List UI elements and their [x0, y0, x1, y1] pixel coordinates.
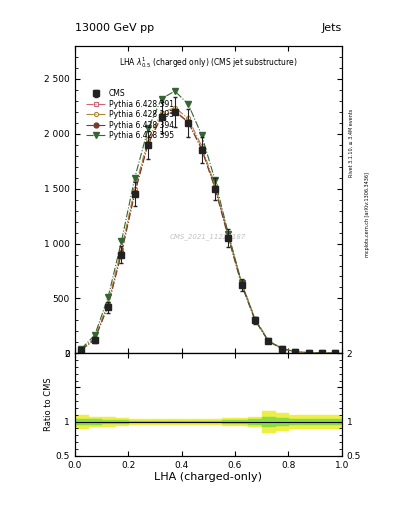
Pythia 6.428 393 [320, 350, 324, 356]
Pythia 6.428 395 [199, 132, 204, 138]
Pythia 6.428 394 [266, 338, 271, 344]
Pythia 6.428 393 [239, 280, 244, 286]
Pythia 6.428 393 [79, 346, 84, 352]
Y-axis label: Ratio to CMS: Ratio to CMS [44, 378, 53, 431]
Line: Pythia 6.428 391: Pythia 6.428 391 [79, 109, 337, 355]
Pythia 6.428 394 [333, 350, 338, 356]
Pythia 6.428 394 [239, 282, 244, 288]
Pythia 6.428 391 [146, 140, 151, 146]
Pythia 6.428 395 [333, 350, 338, 356]
Pythia 6.428 394 [226, 234, 231, 241]
Pythia 6.428 391 [306, 350, 311, 356]
Pythia 6.428 395 [239, 280, 244, 286]
Pythia 6.428 395 [279, 346, 284, 352]
Pythia 6.428 395 [293, 349, 298, 355]
Legend: CMS, Pythia 6.428 391, Pythia 6.428 393, Pythia 6.428 394, Pythia 6.428 395: CMS, Pythia 6.428 391, Pythia 6.428 393,… [84, 87, 176, 142]
Pythia 6.428 393 [199, 143, 204, 149]
Pythia 6.428 393 [159, 110, 164, 116]
Pythia 6.428 391 [173, 108, 177, 114]
Pythia 6.428 393 [333, 350, 338, 356]
Pythia 6.428 395 [159, 96, 164, 102]
Pythia 6.428 391 [199, 145, 204, 151]
Pythia 6.428 394 [92, 336, 97, 343]
Pythia 6.428 393 [106, 300, 110, 306]
Text: Rivet 3.1.10, ≥ 3.4M events: Rivet 3.1.10, ≥ 3.4M events [349, 109, 354, 178]
Pythia 6.428 395 [132, 175, 137, 181]
Pythia 6.428 391 [92, 336, 97, 342]
Pythia 6.428 391 [266, 338, 271, 344]
Pythia 6.428 395 [253, 317, 257, 323]
Pythia 6.428 394 [293, 349, 298, 355]
Pythia 6.428 394 [146, 141, 151, 147]
Pythia 6.428 394 [132, 190, 137, 196]
Pythia 6.428 391 [279, 346, 284, 352]
Pythia 6.428 393 [146, 136, 151, 142]
Pythia 6.428 391 [132, 189, 137, 195]
Pythia 6.428 395 [92, 332, 97, 338]
Pythia 6.428 394 [186, 119, 191, 125]
Pythia 6.428 393 [293, 349, 298, 355]
Pythia 6.428 393 [253, 315, 257, 322]
Pythia 6.428 394 [79, 347, 84, 353]
Pythia 6.428 394 [173, 109, 177, 115]
Pythia 6.428 395 [213, 177, 217, 183]
Pythia 6.428 394 [279, 346, 284, 352]
Pythia 6.428 394 [106, 303, 110, 309]
Text: CMS_2021_11220187: CMS_2021_11220187 [170, 233, 246, 240]
Pythia 6.428 393 [213, 182, 217, 188]
Pythia 6.428 393 [266, 337, 271, 344]
Pythia 6.428 393 [173, 104, 177, 111]
Text: Jets: Jets [321, 23, 342, 33]
X-axis label: LHA (charged-only): LHA (charged-only) [154, 472, 262, 482]
Pythia 6.428 393 [186, 115, 191, 121]
Pythia 6.428 395 [79, 346, 84, 352]
Text: LHA $\lambda^1_{0.5}$ (charged only) (CMS jet substructure): LHA $\lambda^1_{0.5}$ (charged only) (CM… [119, 55, 298, 70]
Pythia 6.428 393 [226, 232, 231, 238]
Pythia 6.428 394 [159, 114, 164, 120]
Pythia 6.428 394 [199, 146, 204, 152]
Pythia 6.428 395 [226, 230, 231, 237]
Line: Pythia 6.428 394: Pythia 6.428 394 [79, 109, 338, 356]
Text: mcplots.cern.ch [arXiv:1306.3436]: mcplots.cern.ch [arXiv:1306.3436] [365, 173, 370, 258]
Pythia 6.428 395 [306, 350, 311, 356]
Pythia 6.428 391 [293, 349, 298, 355]
Pythia 6.428 391 [226, 234, 231, 240]
Pythia 6.428 394 [306, 350, 311, 356]
Pythia 6.428 391 [186, 119, 191, 125]
Pythia 6.428 391 [320, 350, 324, 356]
Pythia 6.428 395 [320, 350, 324, 356]
Pythia 6.428 394 [320, 350, 324, 356]
Pythia 6.428 391 [79, 347, 84, 353]
Pythia 6.428 395 [119, 238, 124, 244]
Pythia 6.428 394 [253, 317, 257, 324]
Y-axis label: $\frac{1}{\mathrm{d}N}$ / $\mathrm{d}p_T$ $\mathrm{d}\lambda$: $\frac{1}{\mathrm{d}N}$ / $\mathrm{d}p_T… [0, 177, 2, 223]
Pythia 6.428 394 [119, 250, 124, 257]
Pythia 6.428 393 [132, 186, 137, 192]
Pythia 6.428 393 [306, 350, 311, 356]
Pythia 6.428 394 [213, 185, 217, 191]
Pythia 6.428 391 [159, 113, 164, 119]
Pythia 6.428 395 [106, 294, 110, 301]
Pythia 6.428 393 [92, 335, 97, 341]
Line: Pythia 6.428 393: Pythia 6.428 393 [79, 105, 337, 355]
Pythia 6.428 393 [279, 345, 284, 351]
Pythia 6.428 391 [119, 249, 124, 255]
Pythia 6.428 395 [186, 101, 191, 108]
Pythia 6.428 391 [333, 350, 338, 356]
Line: Pythia 6.428 395: Pythia 6.428 395 [78, 88, 338, 356]
Pythia 6.428 391 [239, 282, 244, 288]
Pythia 6.428 393 [119, 246, 124, 252]
Pythia 6.428 391 [106, 302, 110, 308]
Pythia 6.428 395 [266, 338, 271, 344]
Pythia 6.428 395 [173, 88, 177, 94]
Pythia 6.428 391 [253, 317, 257, 323]
Text: 13000 GeV pp: 13000 GeV pp [75, 23, 154, 33]
Pythia 6.428 395 [146, 125, 151, 132]
Pythia 6.428 391 [213, 184, 217, 190]
